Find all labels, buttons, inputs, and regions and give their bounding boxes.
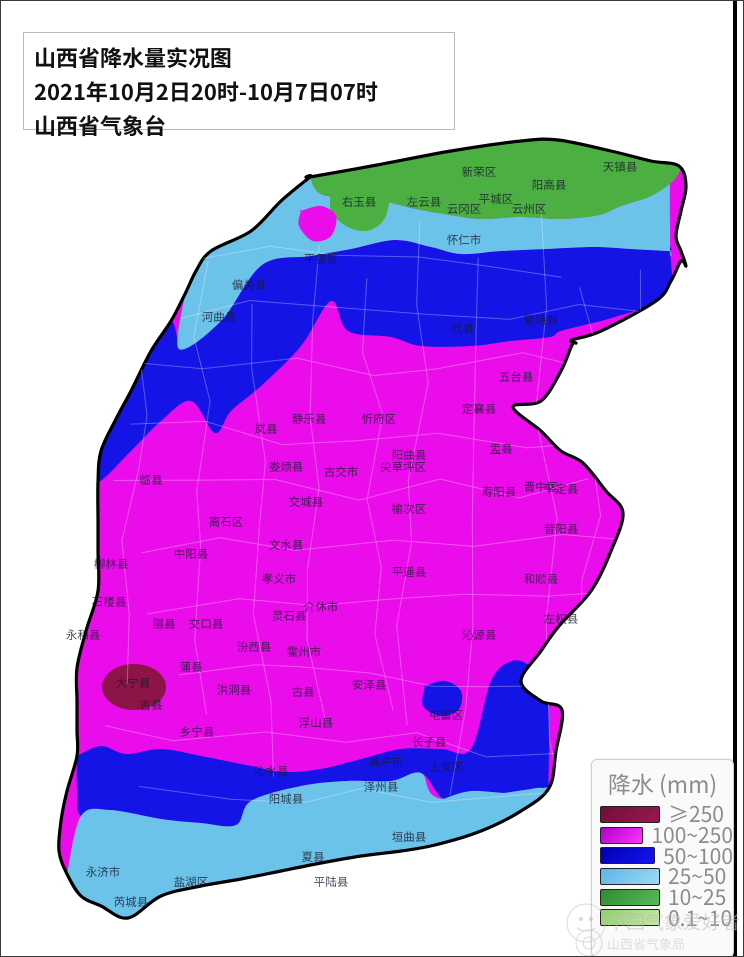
svg-text:阳城县: 阳城县 [269,791,304,807]
svg-text:昔阳县: 昔阳县 [544,521,579,537]
svg-text:垣曲县: 垣曲县 [392,829,427,845]
svg-text:中阳县: 中阳县 [174,546,209,562]
svg-text:云州区: 云州区 [512,201,547,217]
svg-text:左云县: 左云县 [407,194,442,210]
svg-text:平定县: 平定县 [544,481,579,497]
svg-text:汾西县: 汾西县 [237,639,272,655]
svg-text:霍州市: 霍州市 [287,644,322,660]
svg-text:和顺县: 和顺县 [524,571,559,587]
svg-text:五台县: 五台县 [499,369,534,385]
svg-text:盂县: 盂县 [490,441,513,457]
svg-text:永济市: 永济市 [86,864,121,880]
svg-text:吉县: 吉县 [140,697,163,713]
svg-text:临县: 临县 [140,472,163,488]
svg-text:怀仁市: 怀仁市 [447,232,482,248]
svg-text:平陆县: 平陆县 [314,874,349,890]
svg-text:夏县: 夏县 [302,849,325,865]
svg-text:山西省气象局: 山西省气象局 [607,934,685,953]
svg-text:上党区: 上党区 [429,759,464,775]
svg-text:榆次区: 榆次区 [392,501,427,517]
svg-text:隰县: 隰县 [153,616,176,632]
svg-text:平鲁区: 平鲁区 [304,251,339,267]
svg-text:忻府区: 忻府区 [362,411,397,427]
svg-text:代县: 代县 [452,321,475,337]
svg-text:偏关县: 偏关县 [232,277,267,293]
svg-text:灵石县: 灵石县 [272,608,307,624]
svg-text:中国气象爱好者: 中国气象爱好者 [607,908,739,935]
svg-text:交口县: 交口县 [189,616,224,632]
svg-text:离石区: 离石区 [209,514,244,530]
svg-text:天镇县: 天镇县 [603,159,638,175]
svg-text:孝义市: 孝义市 [262,571,297,587]
svg-text:娄烦县: 娄烦县 [269,459,304,475]
svg-text:繁峙县: 繁峙县 [524,312,559,328]
svg-text:安泽县: 安泽县 [352,677,387,693]
svg-text:沁源县: 沁源县 [462,627,497,643]
svg-text:左权县: 左权县 [544,611,579,627]
svg-text:静乐县: 静乐县 [292,411,327,427]
svg-text:大宁县: 大宁县 [116,675,151,691]
svg-text:盐湖区: 盐湖区 [174,874,209,890]
svg-text:浮山县: 浮山县 [299,715,334,731]
svg-text:岚县: 岚县 [255,421,278,437]
svg-text:阳高县: 阳高县 [532,177,567,193]
svg-text:乡宁县: 乡宁县 [180,724,215,740]
svg-text:高平市: 高平市 [369,754,404,770]
svg-text:洪洞县: 洪洞县 [217,682,252,698]
svg-text:柳林县: 柳林县 [94,556,129,572]
svg-text:石楼县: 石楼县 [92,594,127,610]
svg-text:古县: 古县 [292,684,315,700]
svg-text:河曲县: 河曲县 [202,309,237,325]
svg-text:平遥县: 平遥县 [392,564,427,580]
svg-text:文水县: 文水县 [269,537,304,553]
svg-text:蒲县: 蒲县 [180,659,203,675]
svg-text:平城区: 平城区 [479,191,514,207]
svg-text:介休市: 介休市 [304,599,339,615]
svg-text:永和县: 永和县 [66,627,101,643]
svg-text:沁水县: 沁水县 [254,763,289,779]
svg-text:新荣区: 新荣区 [462,164,497,180]
svg-text:屯留区: 屯留区 [429,707,464,723]
svg-text:云冈区: 云冈区 [447,201,482,217]
svg-text:泽州县: 泽州县 [364,779,399,795]
svg-text:寿阳县: 寿阳县 [482,484,517,500]
svg-text:右玉县: 右玉县 [342,194,377,210]
svg-text:定襄县: 定襄县 [462,401,497,417]
svg-text:长子县: 长子县 [412,734,447,750]
svg-text:芮城县: 芮城县 [114,894,149,910]
svg-text:古交市: 古交市 [324,464,359,480]
svg-text:交城县: 交城县 [289,494,324,510]
svg-text:尖草坪区: 尖草坪区 [380,459,426,475]
